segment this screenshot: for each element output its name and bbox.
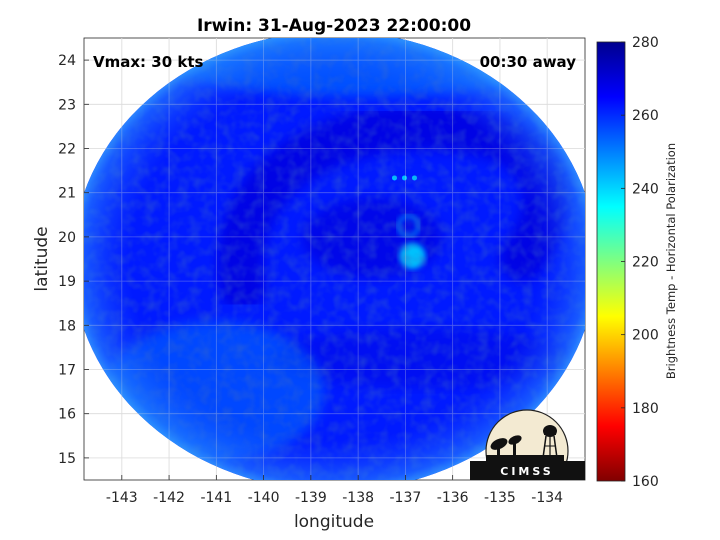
logo-building: [486, 455, 564, 461]
y-axis-label: latitude: [32, 226, 52, 291]
colorbar-label: Brightness Temp - Horizontal Polarizatio…: [664, 143, 678, 379]
y-tick-label: 15: [58, 451, 76, 467]
colorbar-tick-label: 200: [632, 328, 659, 344]
y-tick-label: 22: [58, 142, 76, 158]
colorbar: 160 180 200 220 240 260 280 Brightness Temp - …: [597, 35, 678, 490]
chart-title: Irwin: 31-Aug-2023 22:00:00: [197, 16, 471, 36]
vmax-annotation: Vmax: 30 kts: [93, 53, 203, 71]
logo-text: CIMSS: [500, 465, 553, 478]
x-tick-label: -139: [295, 490, 327, 506]
x-tick-label: -135: [484, 490, 516, 506]
colorbar-ticks: 160 180 200 220 240 260 280: [621, 35, 659, 490]
y-tick-label: 18: [58, 318, 76, 334]
y-tick-label: 16: [58, 407, 76, 423]
colorbar-tick-label: 240: [632, 181, 659, 197]
colorbar-gradient: [597, 42, 625, 481]
x-tick-label: -136: [437, 490, 469, 506]
x-tick-label: -138: [342, 490, 374, 506]
y-tick-label: 17: [58, 363, 76, 379]
colorbar-tick-label: 180: [632, 401, 659, 417]
x-tick-label: -137: [390, 490, 422, 506]
colorbar-tick-label: 160: [632, 474, 659, 490]
colorbar-tick-label: 280: [632, 35, 659, 51]
x-tick-label: -140: [248, 490, 280, 506]
y-tick-label: 24: [58, 53, 76, 69]
time-offset-annotation: 00:30 away: [480, 53, 577, 71]
x-tick-label: -141: [200, 490, 232, 506]
x-tick-label: -142: [153, 490, 185, 506]
y-tick-label: 19: [58, 274, 76, 290]
x-tick-label: -143: [106, 490, 138, 506]
y-tick-label: 23: [58, 97, 76, 113]
y-tick-label: 20: [58, 230, 76, 246]
x-tick-label: -134: [531, 490, 563, 506]
colorbar-tick-label: 220: [632, 255, 659, 271]
colorbar-tick-label: 260: [632, 108, 659, 124]
y-tick-label: 21: [58, 186, 76, 202]
x-axis-label: longitude: [294, 512, 374, 532]
